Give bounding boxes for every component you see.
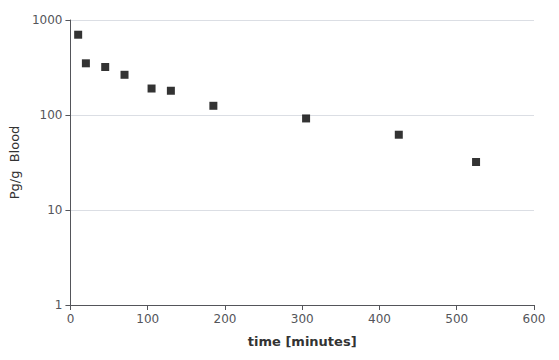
svg-text:1000: 1000 <box>32 13 63 27</box>
svg-text:1: 1 <box>55 298 63 312</box>
svg-text:time [minutes]: time [minutes] <box>248 334 357 349</box>
svg-text:10: 10 <box>47 203 62 217</box>
svg-text:Pg/g Blood: Pg/g Blood <box>7 126 22 200</box>
svg-text:300: 300 <box>291 312 314 326</box>
svg-text:100: 100 <box>136 312 159 326</box>
svg-text:400: 400 <box>368 312 391 326</box>
svg-text:200: 200 <box>214 312 237 326</box>
svg-text:500: 500 <box>445 312 468 326</box>
svg-text:0: 0 <box>67 312 75 326</box>
svg-text:100: 100 <box>40 108 63 122</box>
svg-text:600: 600 <box>523 312 546 326</box>
